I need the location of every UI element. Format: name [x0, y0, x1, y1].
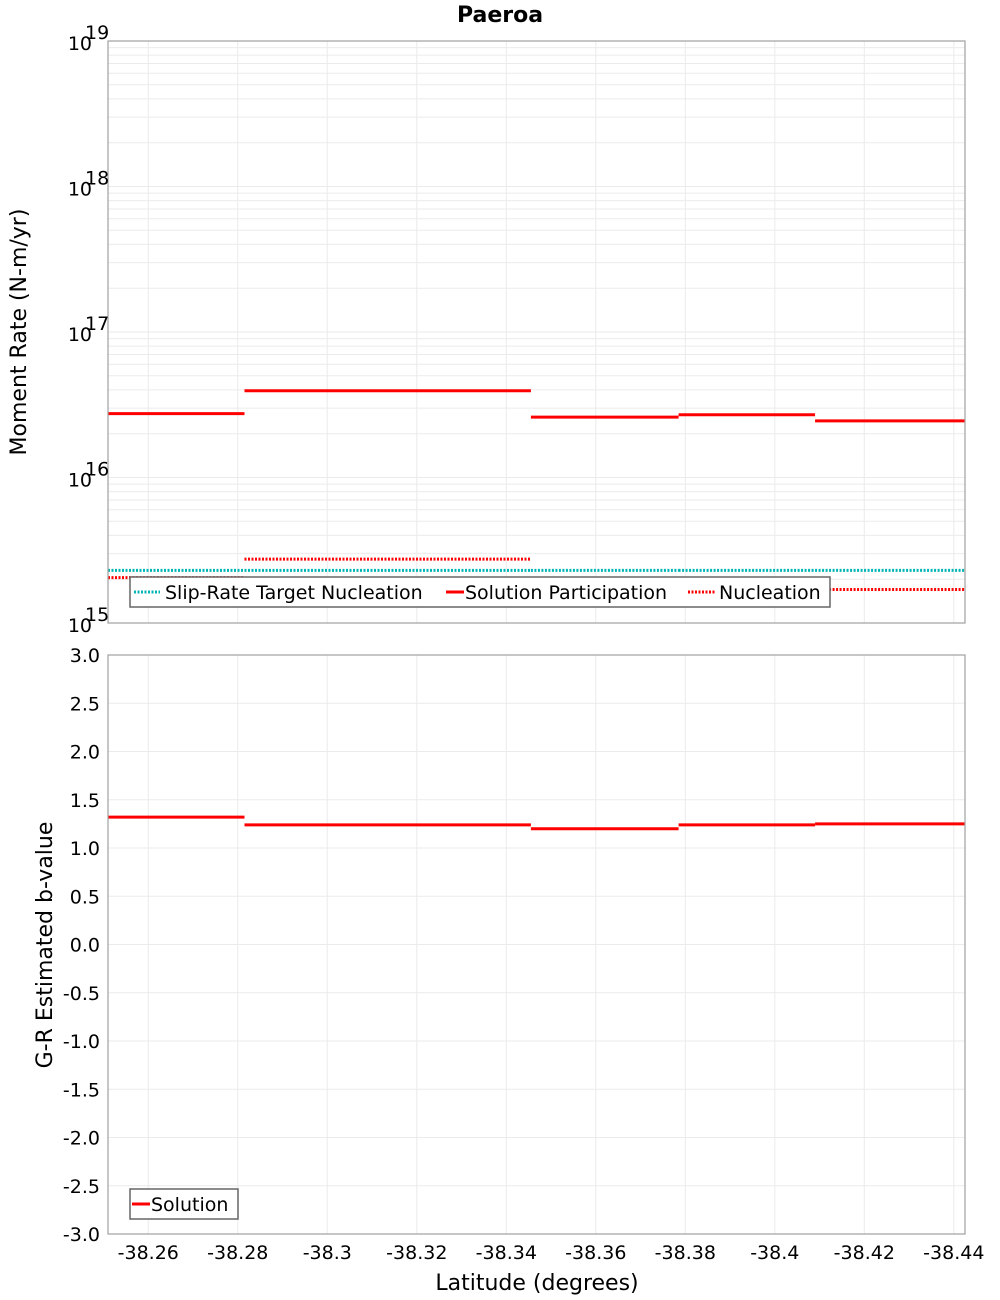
svg-text:16: 16	[85, 459, 109, 481]
svg-text:-1.5: -1.5	[63, 1079, 100, 1101]
svg-text:1.5: 1.5	[70, 790, 100, 812]
svg-text:-38.26: -38.26	[118, 1242, 179, 1264]
bottom-series	[108, 815, 965, 831]
bottom-y-axis-label: G-R Estimated b-value	[33, 822, 58, 1069]
svg-text:2.0: 2.0	[70, 742, 100, 764]
x-axis-ticks: -38.26 -38.28 -38.3 -38.32 -38.34 -38.36 -38.3…	[118, 1242, 985, 1264]
svg-text:19: 19	[85, 22, 109, 44]
svg-text:-38.3: -38.3	[303, 1242, 352, 1264]
top-legend: Slip-Rate Target Nucleation Solution Par…	[129, 576, 831, 608]
svg-text:10: 10	[68, 324, 92, 346]
svg-text:10: 10	[68, 470, 92, 492]
svg-text:-38.44: -38.44	[923, 1242, 984, 1264]
svg-text:3.0: 3.0	[70, 645, 100, 667]
legend-slip-rate-label: Slip-Rate Target Nucleation	[165, 582, 423, 604]
svg-text:-38.28: -38.28	[207, 1242, 268, 1264]
svg-text:1.0: 1.0	[70, 838, 100, 860]
svg-text:-3.0: -3.0	[63, 1224, 100, 1246]
chart-title: Paeroa	[457, 3, 543, 28]
svg-text:0.5: 0.5	[70, 886, 100, 908]
svg-text:-2.5: -2.5	[63, 1176, 100, 1198]
svg-text:2.5: 2.5	[70, 693, 100, 715]
svg-text:-38.4: -38.4	[750, 1242, 799, 1264]
svg-text:10: 10	[68, 33, 92, 55]
legend-solution-label: Solution Participation	[465, 582, 667, 604]
x-axis-label: Latitude (degrees)	[435, 1271, 638, 1296]
svg-text:-38.38: -38.38	[655, 1242, 716, 1264]
svg-text:-1.0: -1.0	[63, 1031, 100, 1053]
top-frame	[107, 40, 966, 624]
svg-text:-38.34: -38.34	[476, 1242, 537, 1264]
top-y-axis-label: Moment Rate (N-m/yr)	[7, 209, 32, 456]
svg-text:-0.5: -0.5	[63, 983, 100, 1005]
svg-text:10: 10	[68, 179, 92, 201]
svg-text:17: 17	[85, 313, 109, 335]
svg-text:0.0: 0.0	[70, 935, 100, 957]
svg-text:-38.36: -38.36	[565, 1242, 626, 1264]
svg-text:-38.42: -38.42	[834, 1242, 895, 1264]
bottom-frame	[107, 654, 966, 1235]
svg-text:-38.32: -38.32	[386, 1242, 447, 1264]
svg-text:-2.0: -2.0	[63, 1128, 100, 1150]
legend-nucleation-label: Nucleation	[719, 582, 821, 604]
svg-text:10: 10	[68, 615, 92, 637]
svg-text:18: 18	[85, 168, 109, 190]
bottom-panel: 3.0 2.5 2.0 1.5 1.0 0.5 0.0 -0.5 -1.0 -1.5 -2.0 -2.…	[33, 645, 966, 1246]
svg-text:15: 15	[85, 604, 109, 626]
bottom-y-ticks: 3.0 2.5 2.0 1.5 1.0 0.5 0.0 -0.5 -1.0 -1.5 -2.0 -2.…	[63, 645, 100, 1246]
legend-solution-label-bottom: Solution	[151, 1194, 228, 1216]
bottom-legend: Solution	[129, 1188, 239, 1220]
